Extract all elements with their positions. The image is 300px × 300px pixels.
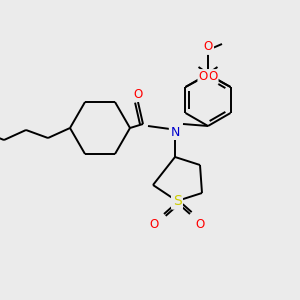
Text: N: N — [170, 125, 180, 139]
Text: O: O — [134, 88, 142, 100]
Text: S: S — [172, 194, 182, 208]
Text: O: O — [199, 70, 208, 83]
Text: O: O — [149, 218, 159, 230]
Text: O: O — [195, 218, 205, 230]
Text: O: O — [203, 40, 213, 53]
Text: O: O — [208, 70, 217, 83]
